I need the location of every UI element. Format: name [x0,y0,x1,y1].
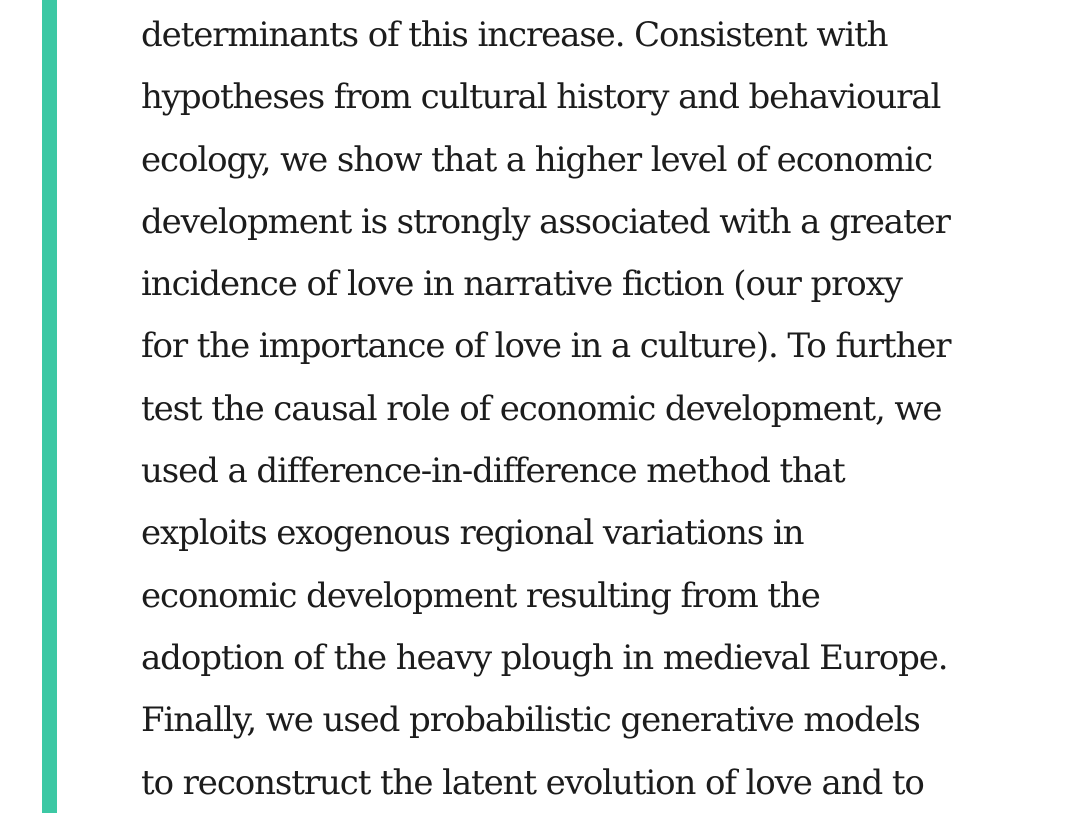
blockquote-line: for the importance of love in a culture)… [141,326,952,367]
blockquote-accent-bar [42,0,57,813]
blockquote-line: economic development resulting from the [141,575,821,616]
blockquote-line: Finally, we used probabilistic generativ… [141,700,921,741]
blockquote-line: adoption of the heavy plough in medieval… [141,637,949,678]
abstract-blockquote: determinants of this increase. Consisten… [141,4,1061,813]
blockquote-line: used a difference-in-difference method t… [141,451,846,492]
blockquote-line: incidence of love in narrative fiction (… [141,264,903,305]
blockquote-line: exploits exogenous regional variations i… [141,513,805,554]
blockquote-line: development is strongly associated with … [141,201,951,242]
blockquote-line: to reconstruct the latent evolution of l… [141,762,925,803]
blockquote-line: hypotheses from cultural history and beh… [141,77,941,118]
blockquote-line: determinants of this increase. Consisten… [141,15,889,55]
blockquote-line: ecology, we show that a higher level of … [141,139,933,180]
blockquote-line: test the causal role of economic develop… [141,388,943,429]
